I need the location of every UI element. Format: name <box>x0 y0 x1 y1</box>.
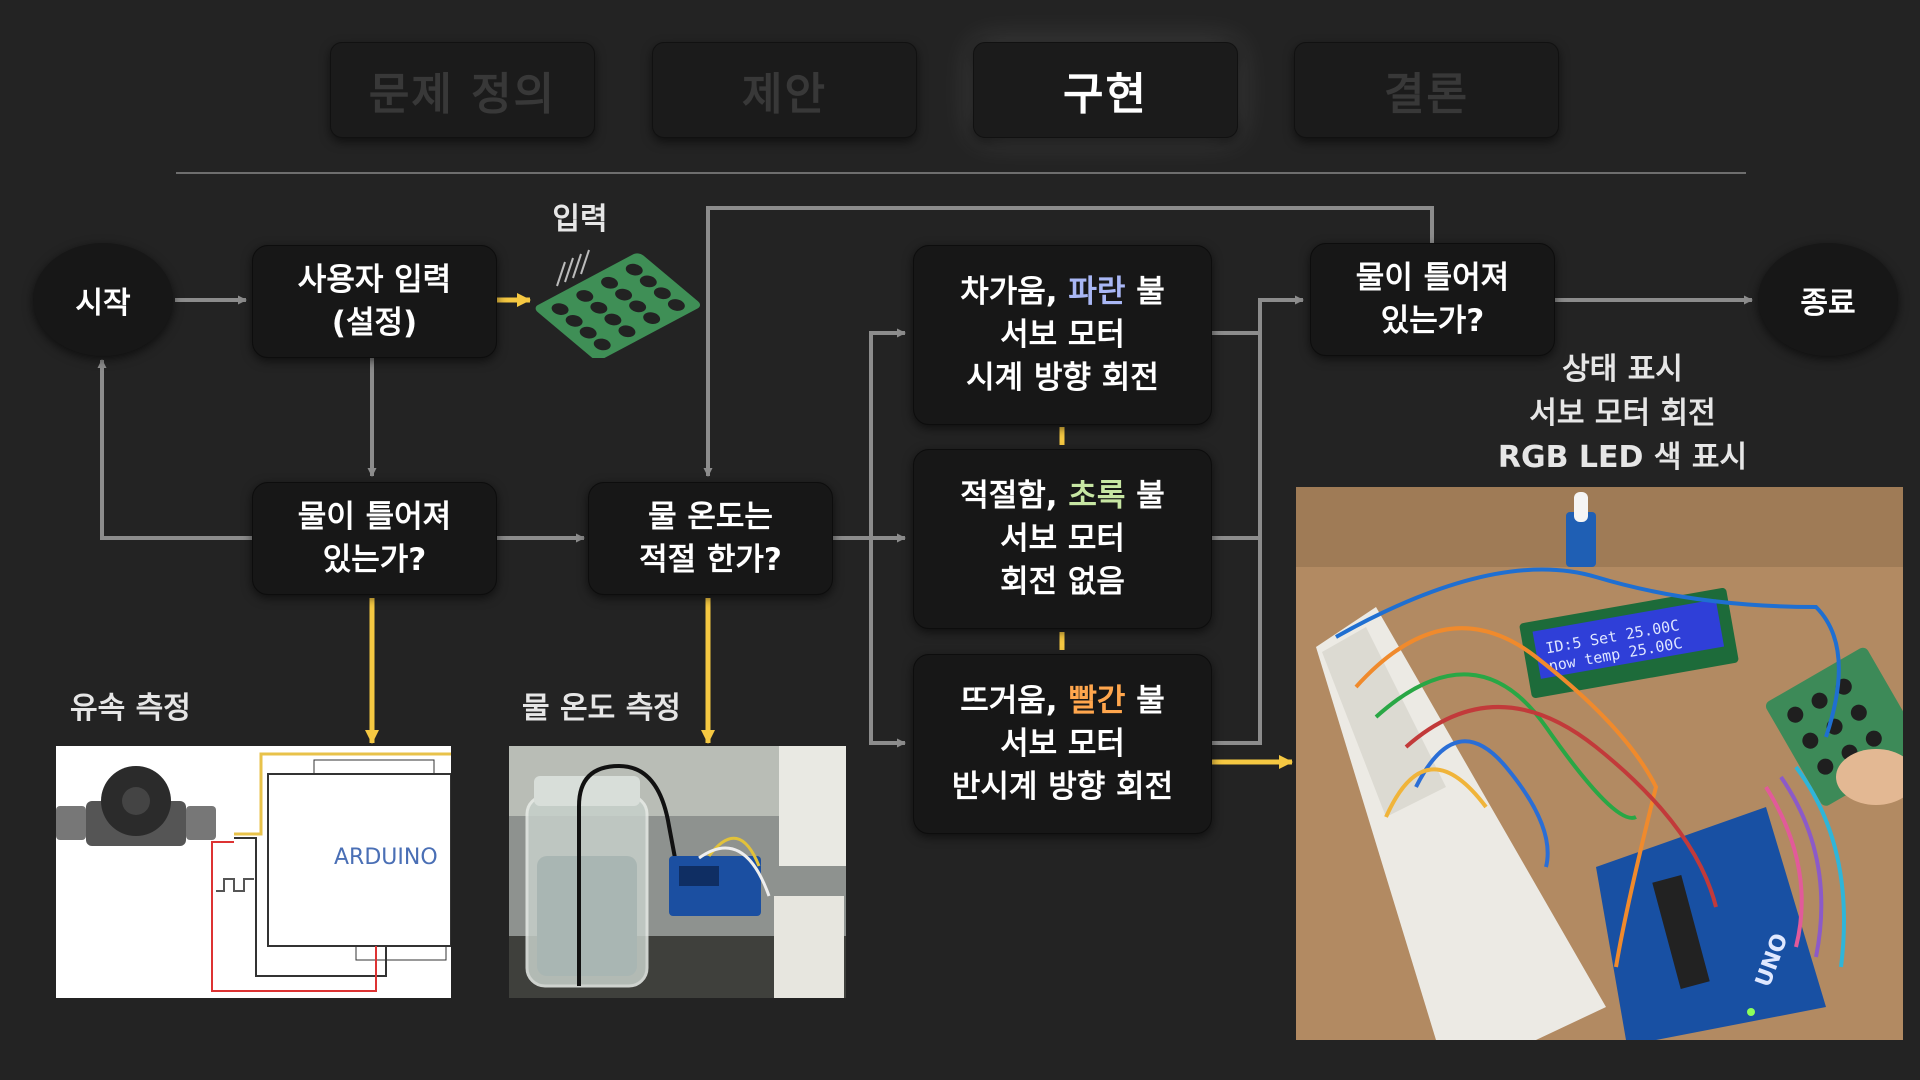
water-jar <box>525 776 649 988</box>
temp-check-line2: 적절 한가? <box>639 541 782 578</box>
arrow-temp-to-cold <box>869 328 906 538</box>
red-light-word: 빨간 <box>1068 682 1126 719</box>
flow-sensor-diagram: ARDUINO <box>56 746 451 998</box>
arduino-uno-board: UNO <box>1596 807 1826 1040</box>
ok-action-node: 적절함, 초록 불 서보 모터 회전 없음 <box>913 449 1212 629</box>
output-line2: 서보 모터 회전 <box>1529 396 1716 431</box>
tab-conclusion[interactable]: 결론 <box>1294 42 1559 138</box>
hot-line1: 뜨거움, 빨간 불 <box>960 682 1165 719</box>
start-node: 시작 <box>33 243 173 356</box>
arduino-board <box>669 856 761 916</box>
lcd-display: ID:5 Set 25.00C now temp 25.00C <box>1519 587 1739 699</box>
start-label: 시작 <box>75 285 131 321</box>
blue-light-word: 파란 <box>1068 273 1126 310</box>
flow-measure-label: 유속 측정 <box>70 691 191 726</box>
temp-measure-label: 물 온도 측정 <box>522 691 681 726</box>
keypad-image <box>535 249 700 358</box>
user-input-line2: (설정) <box>331 304 418 341</box>
output-line1: 상태 표시 <box>1562 352 1683 387</box>
hot-line3: 반시계 방향 회전 <box>951 768 1174 805</box>
water-check2-line2: 있는가? <box>1380 302 1485 339</box>
water-check2-line1: 물이 틀어져 <box>1355 259 1510 296</box>
ok-line3: 회전 없음 <box>1000 563 1125 600</box>
header-pins-bottom <box>355 945 447 961</box>
ok-line1: 적절함, 초록 불 <box>960 477 1165 514</box>
header-pins-top <box>313 759 435 775</box>
user-input-node: 사용자 입력 (설정) <box>252 245 497 358</box>
water-check-line1: 물이 틀어져 <box>297 498 452 535</box>
water-check-node: 물이 틀어져 있는가? <box>252 482 497 595</box>
arrow-merge-to-check2 <box>1212 295 1304 745</box>
keypad-small <box>1765 647 1903 806</box>
cold-line3: 시계 방향 회전 <box>966 359 1159 396</box>
temp-check-node: 물 온도는 적절 한가? <box>588 482 833 595</box>
hot-action-node: 뜨거움, 빨간 불 서보 모터 반시계 방향 회전 <box>913 654 1212 834</box>
end-label: 종료 <box>1800 285 1856 321</box>
water-check-line2: 있는가? <box>322 541 427 578</box>
cold-line1: 차가움, 파란 불 <box>960 273 1165 310</box>
cold-line2: 서보 모터 <box>1000 316 1125 353</box>
flow-sensor-body <box>56 766 216 846</box>
arrow-temp-to-hot <box>869 538 906 748</box>
temp-check-line1: 물 온도는 <box>648 498 773 535</box>
temp-sensor-photo <box>509 746 846 998</box>
tab-proposal[interactable]: 제안 <box>652 42 917 138</box>
output-line3: RGB LED 색 표시 <box>1497 440 1748 475</box>
green-light-word: 초록 <box>1068 477 1126 514</box>
tab-implementation[interactable]: 구현 <box>973 42 1238 138</box>
end-node: 종료 <box>1758 243 1898 356</box>
divider <box>176 172 1746 174</box>
breadboard <box>1316 607 1606 1040</box>
arrow-check-to-start <box>97 359 252 540</box>
tab-problem-definition[interactable]: 문제 정의 <box>330 42 595 138</box>
ok-line2: 서보 모터 <box>1000 520 1125 557</box>
result-photo: ID:5 Set 25.00C now temp 25.00C UNO <box>1296 487 1903 1040</box>
servo-motor <box>1566 492 1596 567</box>
hot-line2: 서보 모터 <box>1000 725 1125 762</box>
input-label: 입력 <box>552 202 608 237</box>
cold-action-node: 차가움, 파란 불 서보 모터 시계 방향 회전 <box>913 245 1212 425</box>
output-label: 상태 표시 서보 모터 회전 RGB LED 색 표시 <box>1450 348 1795 480</box>
water-check2-node: 물이 틀어져 있는가? <box>1310 243 1555 356</box>
arrow-loop-to-temp <box>703 206 1434 477</box>
user-input-line1: 사용자 입력 <box>297 261 452 298</box>
arduino-logo: ARDUINO <box>334 845 438 870</box>
